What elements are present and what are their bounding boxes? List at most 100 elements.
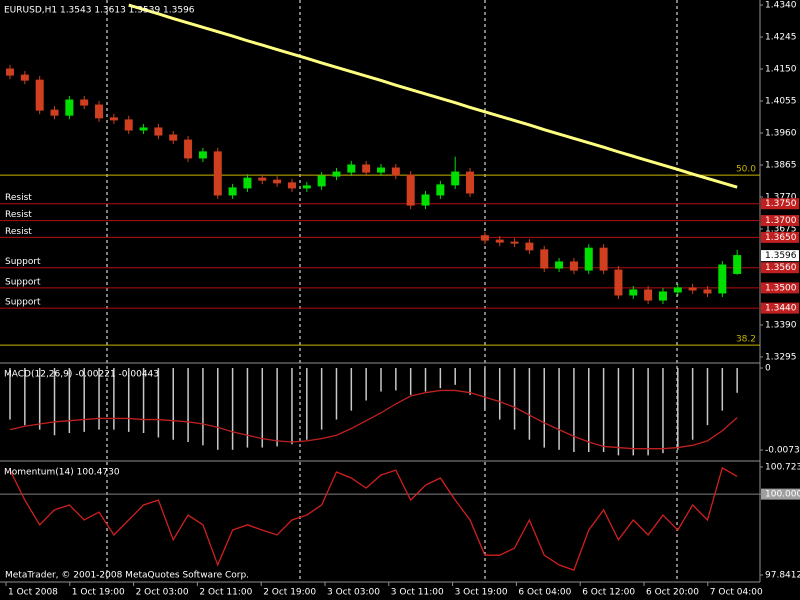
- candle-body: [525, 242, 534, 251]
- y-tick-label: 1.3295: [765, 352, 797, 362]
- x-tick-label: 7 Oct 04:00: [710, 588, 763, 598]
- y-tick-label: 1.4150: [765, 65, 797, 75]
- candle-body: [495, 239, 504, 243]
- level-label: 1.3440: [765, 304, 797, 314]
- candle-body: [258, 177, 267, 181]
- level-name: Resist: [5, 227, 32, 237]
- x-tick-label: 6 Oct 04:00: [518, 588, 571, 598]
- candle-body: [480, 235, 489, 241]
- price-box: [761, 250, 799, 262]
- level-box: [761, 488, 800, 500]
- y-tick-label: 0: [765, 364, 771, 374]
- level-box: [761, 302, 799, 314]
- candle-body: [154, 127, 163, 136]
- candle-body: [540, 249, 549, 269]
- candle-body: [20, 74, 29, 81]
- candle-body: [35, 79, 44, 111]
- x-tick-label: 2 Oct 03:00: [136, 588, 189, 598]
- level-label: 1.3500: [765, 283, 797, 293]
- x-tick-label: 6 Oct 12:00: [582, 588, 635, 598]
- candle-body: [466, 171, 475, 194]
- level-name: Support: [5, 298, 41, 308]
- level-name: Resist: [5, 210, 32, 220]
- candle-body: [391, 167, 400, 176]
- y-tick-label: 1.3960: [765, 129, 797, 139]
- candle-body: [614, 269, 623, 296]
- candle-body: [184, 139, 193, 159]
- x-tick-label: 1 Oct 19:00: [72, 588, 125, 598]
- candle-body: [584, 247, 593, 271]
- candle-body: [673, 287, 682, 293]
- candle-body: [273, 179, 282, 184]
- candle-body: [139, 127, 148, 131]
- candle-body: [317, 175, 326, 187]
- candle-body: [436, 184, 445, 196]
- candle-body: [50, 109, 59, 116]
- candle-body: [243, 177, 252, 189]
- signal-line: [9, 389, 738, 450]
- x-tick-label: 3 Oct 03:00: [327, 588, 380, 598]
- level-label: 1.3560: [765, 263, 797, 273]
- x-tick-label: 3 Oct 19:00: [455, 588, 508, 598]
- level-label: 1.3750: [765, 199, 797, 209]
- candle-body: [421, 194, 430, 206]
- y-tick-label: 1.3770: [765, 192, 797, 202]
- candle-body: [718, 264, 727, 294]
- panel-borders: [0, 0, 761, 583]
- panel-title: Momentum(14) 100.4730: [4, 468, 120, 478]
- y-tick-label: 1.3675: [765, 224, 797, 234]
- footer: MetaTrader, © 2001-2008 MetaQuotes Softw…: [5, 571, 249, 581]
- candle-body: [599, 247, 608, 271]
- candle-body: [6, 68, 14, 76]
- fib-label: 38.2: [736, 335, 756, 345]
- candle-body: [65, 99, 74, 116]
- candle-body: [451, 171, 460, 186]
- candle-body: [302, 185, 311, 189]
- level-label: 1.3650: [765, 233, 797, 243]
- candle-body: [703, 289, 712, 294]
- panel-title: MACD(12,26,9) -0.00221 -0.00443: [4, 370, 159, 380]
- candle-body: [377, 167, 385, 173]
- candle-body: [109, 117, 118, 121]
- x-tick-label: 6 Oct 20:00: [646, 588, 699, 598]
- x-tick-label: 2 Oct 19:00: [263, 588, 316, 598]
- candle-body: [629, 289, 638, 296]
- candle-body: [569, 261, 578, 271]
- y-tick-label: 1.4055: [765, 97, 797, 107]
- candle-body: [362, 164, 371, 173]
- y-tick-label: 97.8412: [765, 570, 800, 580]
- level-box: [761, 231, 799, 243]
- level-name: Support: [5, 277, 41, 287]
- candle-body: [406, 174, 415, 206]
- candle-body: [228, 187, 237, 196]
- candle-body: [510, 241, 519, 244]
- price-label: 1.3596: [765, 251, 797, 261]
- y-tick-label: 100.0000: [765, 490, 800, 500]
- momentum-line: [9, 466, 738, 571]
- panel-title: EURUSD,H1 1.3543 1.3613 1.3539 1.3596: [4, 6, 195, 16]
- level-name: Support: [5, 257, 41, 267]
- x-tick-label: 1 Oct 2008: [8, 588, 58, 598]
- candle-body: [213, 151, 222, 196]
- candle-body: [95, 104, 104, 119]
- candle-body: [80, 99, 89, 106]
- y-tick-label: -0.00732: [765, 446, 800, 456]
- candle-body: [555, 261, 564, 269]
- y-tick-label: 1.4245: [765, 33, 797, 43]
- candle-body: [658, 291, 667, 301]
- candle-body: [124, 119, 133, 131]
- candle-body: [733, 255, 742, 274]
- y-tick-label: 1.4340: [765, 1, 797, 11]
- level-label: 1.3700: [765, 216, 797, 226]
- candle-body: [332, 171, 341, 177]
- candle-body: [198, 151, 207, 159]
- level-box: [761, 282, 799, 294]
- y-tick-label: 100.7238: [765, 462, 800, 472]
- candle-body: [287, 182, 296, 189]
- candle-body: [347, 164, 356, 173]
- x-tick-label: 2 Oct 11:00: [199, 588, 252, 598]
- level-box: [761, 198, 799, 210]
- candle-body: [169, 134, 178, 141]
